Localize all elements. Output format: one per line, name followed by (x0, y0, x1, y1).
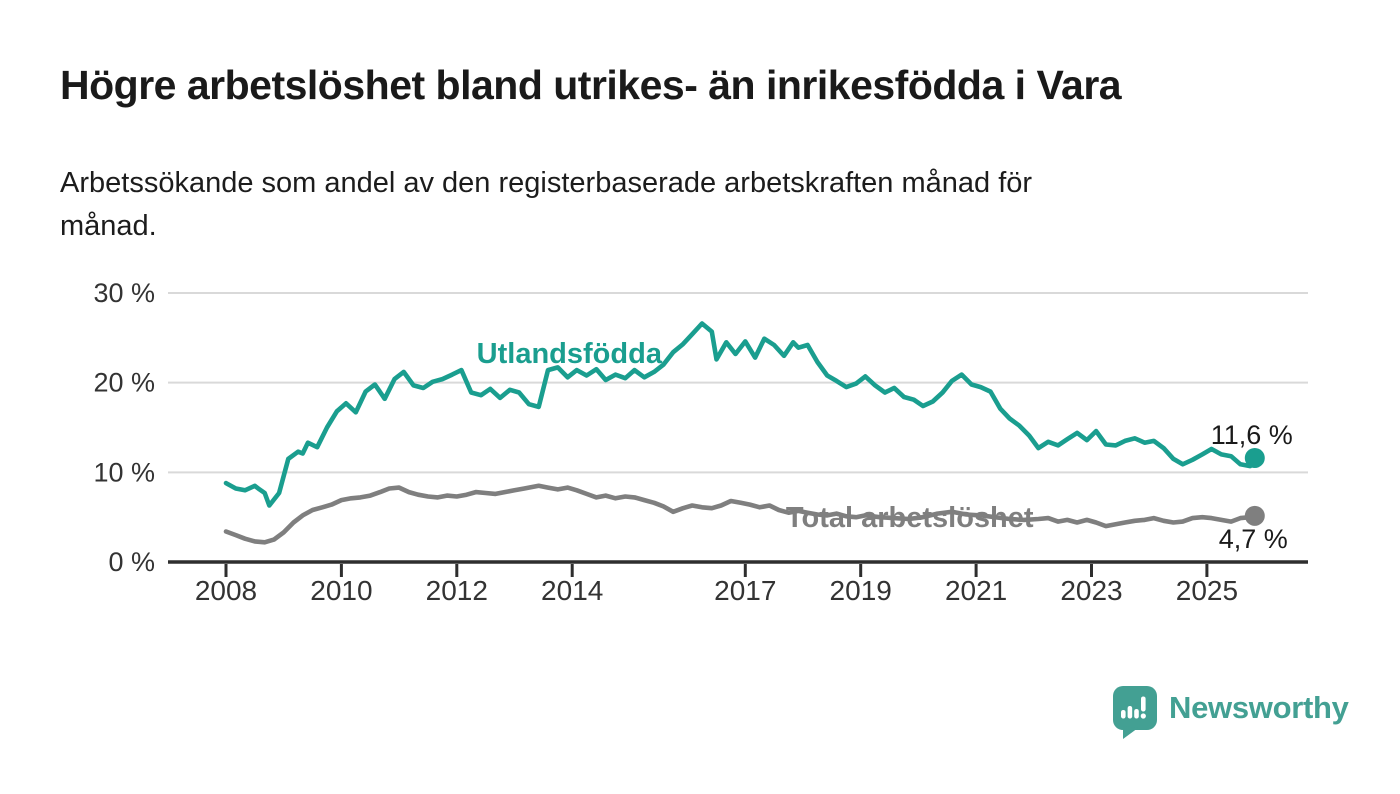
x-tick-label: 2025 (1176, 575, 1238, 606)
series-end-dot (1244, 447, 1265, 468)
x-tick-label: 2021 (945, 575, 1007, 606)
x-tick-label: 2023 (1060, 575, 1122, 606)
series-end-value: 4,7 % (1219, 524, 1288, 554)
unemployment-line-chart: 0 % 10 % 20 % 30 % 2008 2010 2012 2014 2017 2019 2… (93, 278, 1308, 606)
x-tick-label: 2014 (541, 575, 603, 606)
y-tick-label: 20 % (93, 368, 155, 398)
x-tick-label: 2019 (830, 575, 892, 606)
y-tick-label: 0 % (108, 547, 155, 577)
y-tick-label: 30 % (93, 278, 155, 308)
page-title: Högre arbetslöshet bland utrikes- än inr… (60, 62, 1122, 108)
x-tick-label: 2008 (195, 575, 257, 606)
x-tick-label: 2017 (714, 575, 776, 606)
x-tick-label: 2012 (426, 575, 488, 606)
series-line-total-arbetsl-shet (223, 483, 1258, 545)
brand-footer: Newsworthy (1113, 686, 1349, 740)
x-tick-label: 2010 (310, 575, 372, 606)
chart-subtitle: Arbetssökande som andel av den registerb… (60, 167, 1033, 242)
series-line-utlandsf-dda (223, 321, 1258, 508)
series-end-value: 11,6 % (1211, 420, 1293, 450)
y-tick-label: 10 % (93, 457, 155, 487)
series-label: Utlandsfödda (477, 338, 663, 370)
series-label: Total arbetslöshet (786, 502, 1034, 534)
brand-wordmark: Newsworthy (1169, 690, 1349, 725)
series-end-dot (1244, 505, 1265, 526)
newsworthy-logo-icon (1113, 686, 1157, 739)
